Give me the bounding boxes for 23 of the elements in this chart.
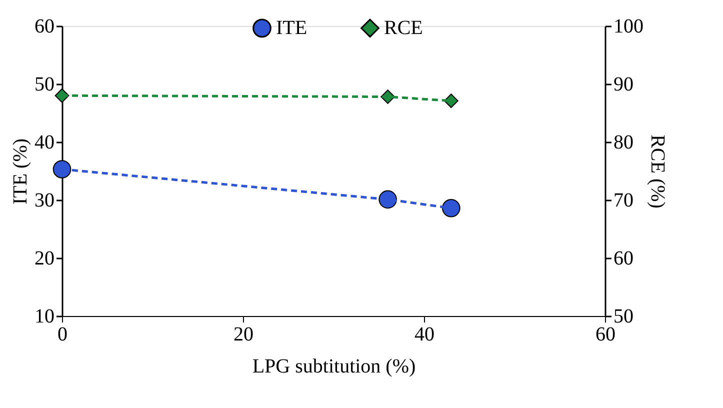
y2-tick-label: 100 xyxy=(614,16,644,38)
y2-tick-label: 60 xyxy=(614,248,634,270)
y-tick-label: 50 xyxy=(34,74,54,96)
y-tick-label: 30 xyxy=(34,190,54,212)
y-tick-label: 10 xyxy=(34,306,54,328)
x-tick-label: 0 xyxy=(58,324,68,346)
x-axis-title: LPG subtitution (%) xyxy=(252,356,416,378)
y2-tick-label: 50 xyxy=(614,306,634,328)
legend-label: RCE xyxy=(384,17,423,40)
x-tick-label: 20 xyxy=(234,324,254,346)
y2-tick-label: 90 xyxy=(614,74,634,96)
point xyxy=(442,198,460,218)
y-tick-label: 60 xyxy=(34,16,54,38)
y-tick-label: 20 xyxy=(34,248,54,270)
y-tick-label: 40 xyxy=(34,132,54,154)
x-tick-label: 40 xyxy=(414,324,434,346)
y2-tick-label: 70 xyxy=(614,190,634,212)
y2-tick-label: 80 xyxy=(614,132,634,154)
legend-label: ITE xyxy=(276,17,308,40)
x-tick-label: 60 xyxy=(596,324,616,346)
point xyxy=(52,160,72,178)
y2-axis-title: RCE (%) xyxy=(646,134,668,208)
y-axis-title: ITE (%) xyxy=(10,138,32,205)
